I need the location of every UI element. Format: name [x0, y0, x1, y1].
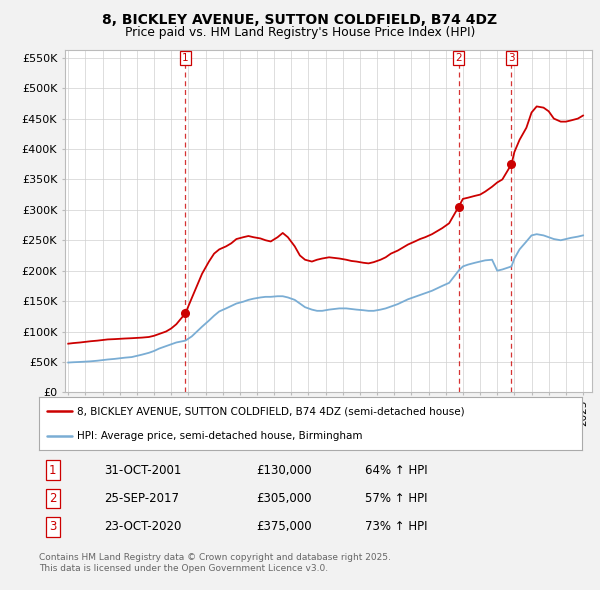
Text: Contains HM Land Registry data © Crown copyright and database right 2025.
This d: Contains HM Land Registry data © Crown c… [39, 553, 391, 573]
Text: 1: 1 [49, 464, 56, 477]
Text: 3: 3 [49, 520, 56, 533]
Text: HPI: Average price, semi-detached house, Birmingham: HPI: Average price, semi-detached house,… [77, 431, 362, 441]
Text: 23-OCT-2020: 23-OCT-2020 [104, 520, 182, 533]
Text: Price paid vs. HM Land Registry's House Price Index (HPI): Price paid vs. HM Land Registry's House … [125, 26, 475, 39]
Text: 31-OCT-2001: 31-OCT-2001 [104, 464, 182, 477]
Text: 1: 1 [182, 53, 189, 63]
Text: 8, BICKLEY AVENUE, SUTTON COLDFIELD, B74 4DZ: 8, BICKLEY AVENUE, SUTTON COLDFIELD, B74… [103, 13, 497, 27]
Text: 2: 2 [49, 492, 56, 505]
Text: 57% ↑ HPI: 57% ↑ HPI [365, 492, 427, 505]
Text: £130,000: £130,000 [256, 464, 312, 477]
Text: 64% ↑ HPI: 64% ↑ HPI [365, 464, 427, 477]
Text: 73% ↑ HPI: 73% ↑ HPI [365, 520, 427, 533]
Text: 25-SEP-2017: 25-SEP-2017 [104, 492, 179, 505]
Text: 8, BICKLEY AVENUE, SUTTON COLDFIELD, B74 4DZ (semi-detached house): 8, BICKLEY AVENUE, SUTTON COLDFIELD, B74… [77, 407, 464, 417]
Text: 2: 2 [455, 53, 462, 63]
Text: 3: 3 [508, 53, 515, 63]
Text: £305,000: £305,000 [256, 492, 312, 505]
Text: £375,000: £375,000 [256, 520, 312, 533]
